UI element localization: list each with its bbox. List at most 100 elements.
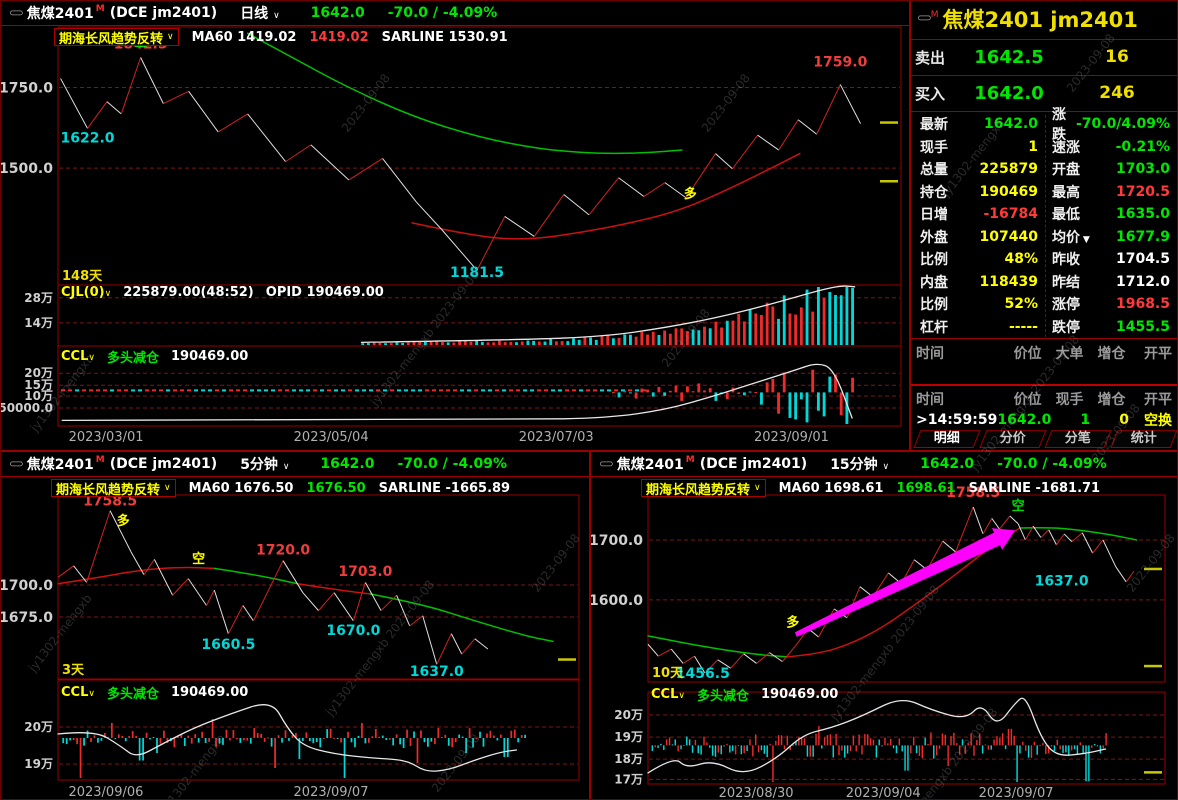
cjl-selector[interactable]: CJL(0)∨ xyxy=(61,285,112,300)
quote-field-value: 118439 xyxy=(979,273,1038,290)
svg-text:1700.0: 1700.0 xyxy=(591,533,643,549)
ccl-label-row-m5: CCL∨ 多头减仓 190469.00 xyxy=(61,683,248,702)
quote-tab-分价[interactable]: 分价 xyxy=(978,430,1046,448)
quote-field-label: 涨停 xyxy=(1052,297,1080,314)
tick-time: >14:59:59 xyxy=(916,412,998,428)
quote-field-value: 1720.5 xyxy=(1115,183,1170,200)
quote-field-value: 1704.5 xyxy=(1115,251,1170,268)
quote-field-value: -16784 xyxy=(983,206,1038,223)
ccl-signal: 多头减仓 xyxy=(696,689,749,704)
link-icon[interactable]: ⊂⊃ xyxy=(9,7,24,19)
m5-chart-panel: ⊂⊃ 焦煤2401 M (DCE jm2401) 5分钟 ∨ 1642.0 -70… xyxy=(1,451,589,800)
quote-panel: ⊂⊃ M 焦煤2401 jm2401 卖出 1642.5 16 买入 1642.… xyxy=(909,1,1177,451)
period-selector[interactable]: 5分钟 ∨ xyxy=(240,457,290,473)
quote-detail-row: 现手 1 速涨 -0.21% xyxy=(913,136,1177,159)
quote-tab-统计[interactable]: 统计 xyxy=(1109,430,1177,448)
quote-field-value: 1968.5 xyxy=(1115,296,1170,313)
svg-text:19万: 19万 xyxy=(614,730,643,744)
m15-chart-canvas[interactable]: 1700.0 1600.0 1758.5 1637.0 1456.5 多 空 10天 20万 19… xyxy=(591,452,1178,800)
quote-field-value: 1642.0 xyxy=(983,116,1038,133)
quote-title-row: ⊂⊃ M 焦煤2401 jm2401 xyxy=(917,5,1175,35)
quote-field-label: 跌停 xyxy=(1052,319,1080,336)
svg-text:多: 多 xyxy=(786,614,799,630)
symbol-name: 焦煤2401 xyxy=(26,6,94,22)
tick-feed-header: 时间 价位 现手 增仓 开平 xyxy=(916,389,1174,409)
quote-field-label: 比例 xyxy=(920,297,948,314)
ma60-value2: 1676.50 xyxy=(306,480,366,496)
link-icon[interactable]: ⊂⊃ xyxy=(9,458,24,470)
indicator-selector[interactable]: 期海长风趋势反转 ∨ xyxy=(54,28,179,47)
svg-text:1700.0: 1700.0 xyxy=(1,578,53,594)
m5-indicator-row: 期海长风趋势反转 ∨ MA60 1676.50 1676.50 SARLINE -… xyxy=(51,479,511,498)
sarline-value: SARLINE -1665.89 xyxy=(378,480,511,496)
link-icon[interactable]: ⊂⊃ xyxy=(917,13,932,24)
ccl-selector[interactable]: CCL∨ xyxy=(61,685,95,700)
indicator-selector[interactable]: 期海长风趋势反转 ∨ xyxy=(51,479,176,498)
m15-chart-header: ⊂⊃ 焦煤2401 M (DCE jm2401) 15分钟 ∨ 1642.0 -7… xyxy=(591,452,1177,477)
cjl-opid: OPID 190469.00 xyxy=(265,285,384,300)
ccl-selector[interactable]: CCL∨ xyxy=(651,687,685,702)
sarline-value: SARLINE -1681.71 xyxy=(968,480,1101,496)
avg-price-caret-icon[interactable]: ▼ xyxy=(1080,234,1090,245)
m5-chart-canvas[interactable]: 1700.0 1675.0 1758.5 1720.0 1703.0 1660.5 1670… xyxy=(1,452,589,800)
main-contract-badge: M xyxy=(930,10,939,20)
svg-text:1181.5: 1181.5 xyxy=(450,265,504,281)
price-change: -70.0 / -4.09% xyxy=(997,456,1107,472)
quote-detail-row: 日增 -16784 最低 1635.0 xyxy=(913,203,1177,226)
quote-field-label: 最高 xyxy=(1052,184,1080,201)
last-price: 1642.0 xyxy=(310,5,365,21)
daily-chart-canvas[interactable]: 1750.01500.01842.51622.01181.51759.0空多14… xyxy=(1,25,909,451)
svg-text:14万: 14万 xyxy=(24,316,53,330)
svg-text:28万: 28万 xyxy=(24,291,53,305)
svg-text:1660.5: 1660.5 xyxy=(201,637,255,653)
quote-tab-分笔[interactable]: 分笔 xyxy=(1044,430,1112,448)
quote-field-label: 涨跌 xyxy=(1052,107,1066,144)
svg-text:2023/09/04: 2023/09/04 xyxy=(846,786,921,800)
svg-text:50000.0: 50000.0 xyxy=(1,401,53,415)
daily-chart-header: ⊂⊃ 焦煤2401 M (DCE jm2401) 日线 ∨ 1642.0 -70.… xyxy=(1,1,909,26)
cjl-value: 225879.00(48:52) xyxy=(123,285,254,300)
quote-field-label: 比例 xyxy=(920,252,948,269)
quote-detail-row: 杠杆 ----- 跌停 1455.5 xyxy=(913,316,1177,339)
quote-detail-row: 比例 52% 涨停 1968.5 xyxy=(913,293,1177,316)
period-selector[interactable]: 15分钟 ∨ xyxy=(830,457,890,473)
svg-text:1456.5: 1456.5 xyxy=(676,666,730,682)
feed-column-header: 价位 xyxy=(1013,392,1042,408)
ccl-selector[interactable]: CCL∨ xyxy=(61,349,95,364)
svg-text:空: 空 xyxy=(192,551,205,567)
quote-field-label: 持仓 xyxy=(920,184,948,201)
last-price: 1642.0 xyxy=(920,456,975,472)
quote-field-value: ----- xyxy=(1008,318,1038,335)
quote-field-label: 速涨 xyxy=(1052,139,1080,156)
ccl-label-row-daily: CCL∨ 多头减仓 190469.00 xyxy=(61,347,248,366)
ma60-value: MA60 1676.50 xyxy=(188,480,294,496)
svg-text:1637.0: 1637.0 xyxy=(1035,574,1089,590)
svg-text:1759.0: 1759.0 xyxy=(813,54,867,70)
bigorder-feed-header: 时间 价位 大单 增仓 开平 xyxy=(916,343,1174,363)
ccl-label-row-m15: CCL∨ 多头减仓 190469.00 xyxy=(651,685,838,704)
quote-detail-row: 外盘 107440 均价 ▼ 1677.9 xyxy=(913,226,1177,249)
svg-text:1758.5: 1758.5 xyxy=(83,494,137,510)
svg-text:18万: 18万 xyxy=(614,752,643,766)
svg-text:10万: 10万 xyxy=(24,389,53,403)
bid-price: 1642.0 xyxy=(974,82,1044,104)
link-icon[interactable]: ⊂⊃ xyxy=(599,458,614,470)
quote-detail-row: 最新 1642.0 涨跌 -70.0/4.09% xyxy=(913,107,1177,143)
quote-field-value: 1703.0 xyxy=(1115,161,1170,178)
m15-chart-panel: ⊂⊃ 焦煤2401 M (DCE jm2401) 15分钟 ∨ 1642.0 -7… xyxy=(589,451,1178,800)
quote-tab-明细[interactable]: 明细 xyxy=(913,430,981,448)
svg-text:2023/09/01: 2023/09/01 xyxy=(754,430,829,445)
svg-text:17万: 17万 xyxy=(614,772,643,786)
feed-column-header: 现手 xyxy=(1055,392,1084,408)
quote-field-value: -70.0/4.09% xyxy=(1075,116,1170,133)
feed-column-header: 开平 xyxy=(1144,392,1172,408)
tick-vol: 1 xyxy=(1080,412,1091,428)
quote-field-value: -0.21% xyxy=(1115,138,1170,155)
price-change: -70.0 / -4.09% xyxy=(397,456,508,472)
svg-text:多: 多 xyxy=(117,513,130,529)
period-selector[interactable]: 日线 ∨ xyxy=(240,6,280,22)
bid-label: 买入 xyxy=(915,84,946,103)
indicator-selector[interactable]: 期海长风趋势反转 ∨ xyxy=(641,479,766,498)
bid-row: 买入 1642.0 246 xyxy=(915,76,1175,110)
